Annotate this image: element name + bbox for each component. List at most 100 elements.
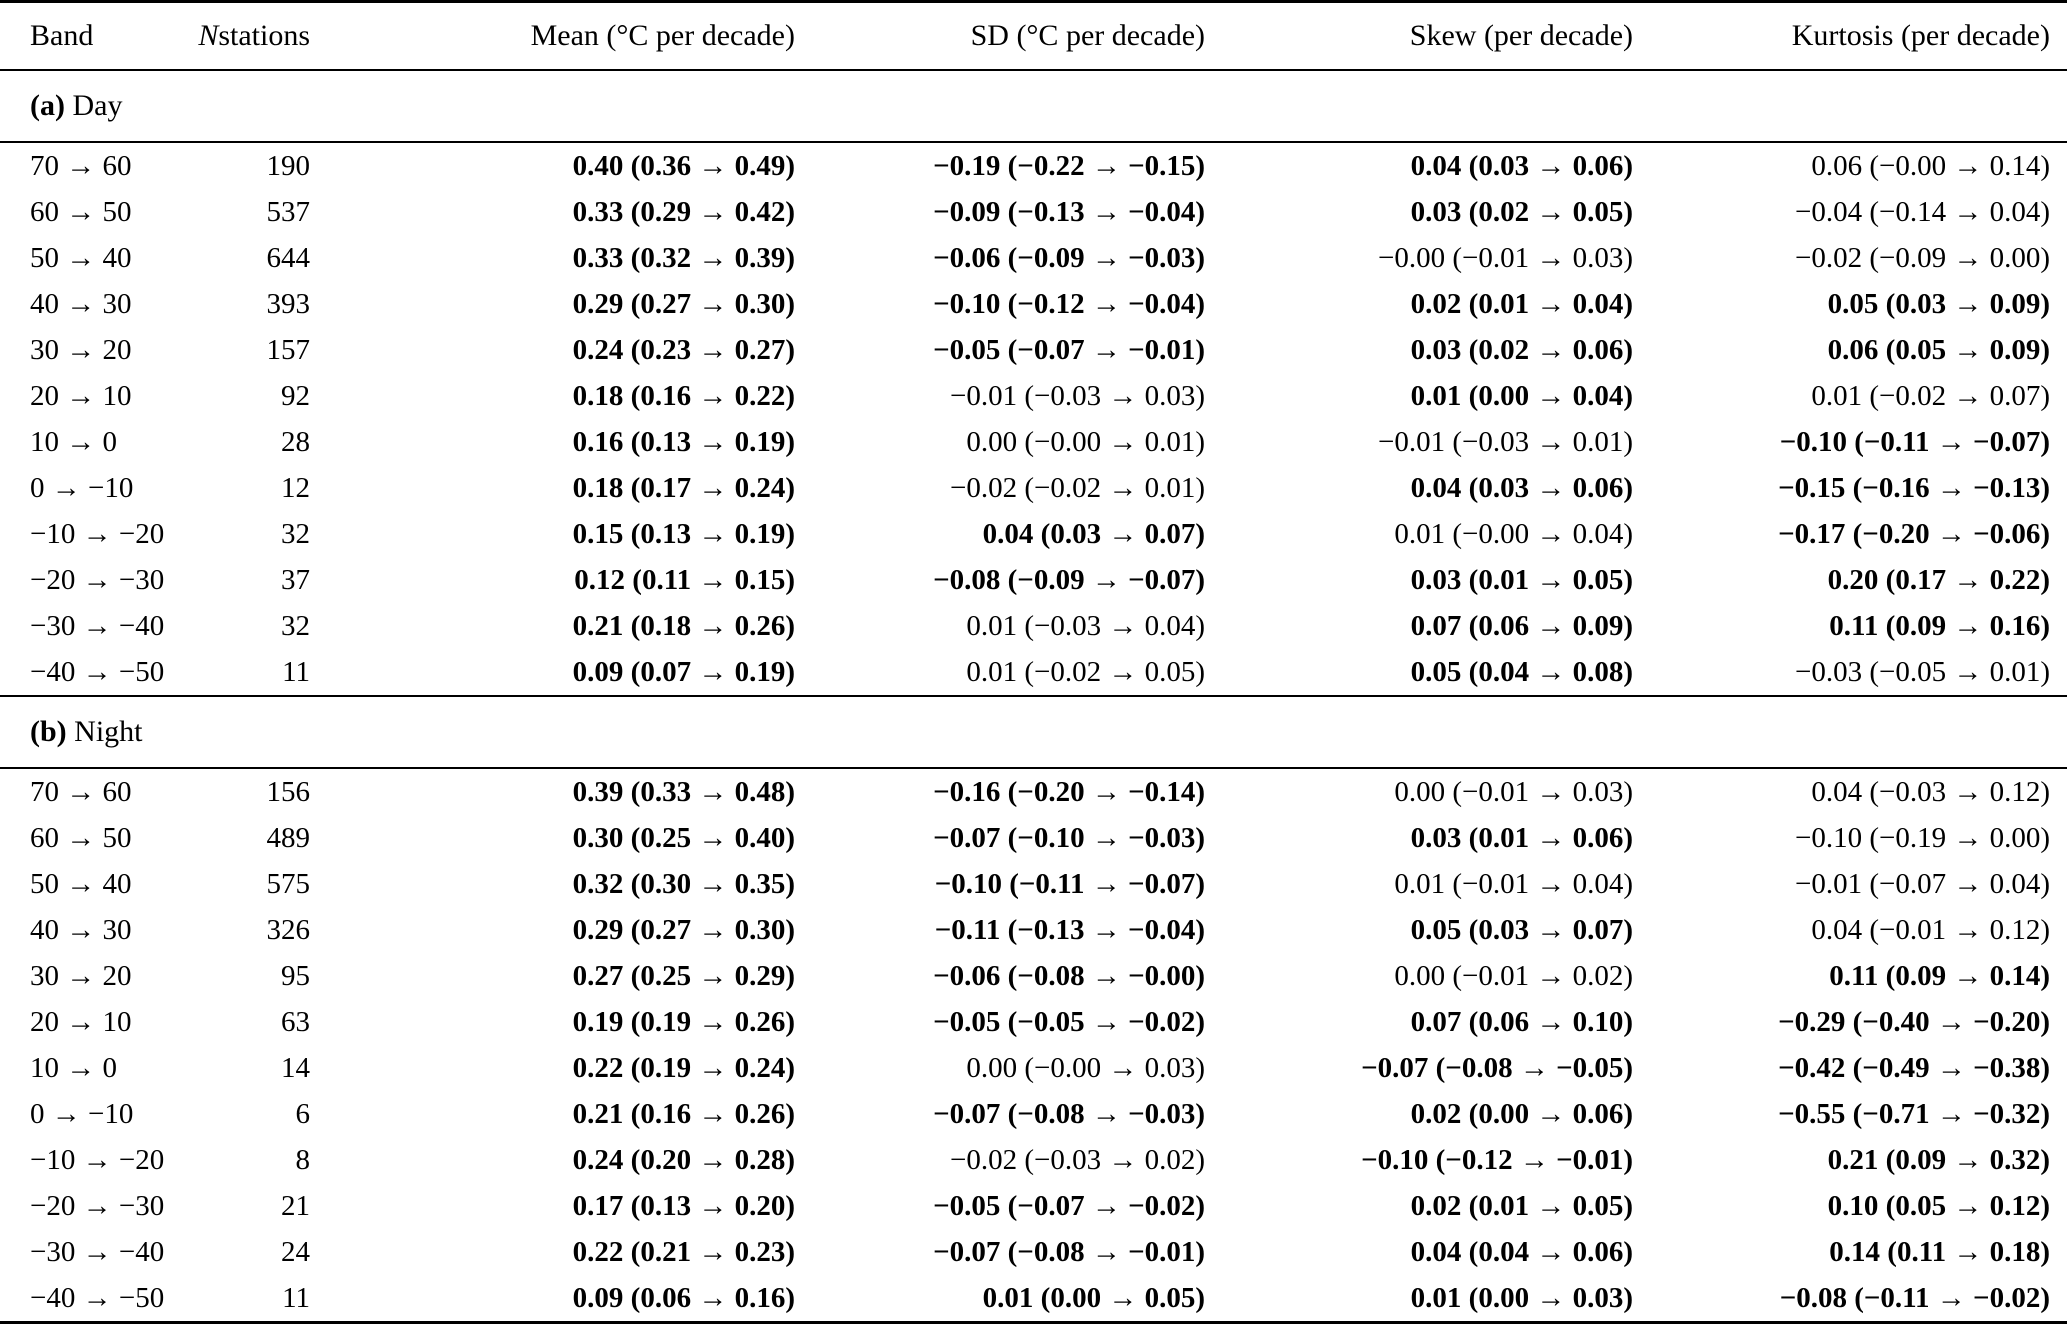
band-cell: −20 → −30	[30, 1189, 165, 1222]
n-stations-cell: 28	[281, 425, 310, 458]
skew-cell: −0.10 (−0.12 → −0.01)	[1361, 1143, 1633, 1176]
band-cell: −40 → −50	[30, 1281, 165, 1314]
skew-cell: 0.03 (0.02 → 0.06)	[1410, 333, 1633, 366]
mean-cell: 0.39 (0.33 → 0.48)	[572, 775, 795, 808]
mean-cell: 0.19 (0.19 → 0.26)	[572, 1005, 795, 1038]
kurtosis-cell: −0.10 (−0.19 → 0.00)	[1794, 821, 2050, 854]
mean-cell: 0.29 (0.27 → 0.30)	[572, 913, 795, 946]
n-stations-cell: 63	[281, 1005, 310, 1038]
sd-cell: −0.16 (−0.20 → −0.14)	[933, 775, 1205, 808]
section-header-night: (b) Night	[0, 697, 2067, 767]
skew-cell: −0.01 (−0.03 → 0.01)	[1377, 425, 1633, 458]
sd-cell: 0.04 (0.03 → 0.07)	[982, 517, 1205, 550]
sd-cell: −0.08 (−0.09 → −0.07)	[933, 563, 1205, 596]
n-stations-cell: 21	[281, 1189, 310, 1222]
sd-cell: −0.07 (−0.08 → −0.03)	[933, 1097, 1205, 1130]
table-row: −40 → −50 11 0.09 (0.06 → 0.16) 0.01 (0.00 …	[0, 1275, 2067, 1321]
sd-cell: −0.11 (−0.13 → −0.04)	[934, 913, 1205, 946]
mean-cell: 0.21 (0.16 → 0.26)	[572, 1097, 795, 1130]
band-cell: 50 → 40	[30, 241, 132, 274]
sd-cell: −0.10 (−0.11 → −0.07)	[934, 867, 1205, 900]
mean-cell: 0.33 (0.32 → 0.39)	[572, 241, 795, 274]
n-stations-cell: 157	[266, 333, 311, 366]
kurtosis-cell: 0.11 (0.09 → 0.16)	[1829, 609, 2050, 642]
sd-cell: −0.06 (−0.08 → −0.00)	[933, 959, 1205, 992]
mean-cell: 0.40 (0.36 → 0.49)	[572, 149, 795, 182]
kurtosis-cell: −0.01 (−0.07 → 0.04)	[1794, 867, 2050, 900]
table-row: 10 → 0 14 0.22 (0.19 → 0.24) 0.00 (−0.00 → …	[0, 1045, 2067, 1091]
column-header-band: Band	[30, 19, 94, 52]
table-row: 50 → 40 575 0.32 (0.30 → 0.35) −0.10 (−0.11…	[0, 861, 2067, 907]
section-b-divider-rule	[0, 767, 2067, 769]
n-stations-cell: 537	[266, 195, 311, 228]
sd-cell: 0.01 (−0.03 → 0.04)	[966, 609, 1205, 642]
mean-cell: 0.09 (0.07 → 0.19)	[572, 655, 795, 688]
sd-cell: −0.19 (−0.22 → −0.15)	[933, 149, 1205, 182]
section-a-divider-rule	[0, 141, 2067, 143]
kurtosis-cell: 0.05 (0.03 → 0.09)	[1827, 287, 2050, 320]
sd-cell: −0.07 (−0.08 → −0.01)	[933, 1235, 1205, 1268]
section-b-label: Night	[74, 715, 143, 748]
skew-cell: 0.05 (0.04 → 0.08)	[1410, 655, 1633, 688]
mean-cell: 0.16 (0.13 → 0.19)	[572, 425, 795, 458]
n-stations-cell: 156	[266, 775, 311, 808]
skew-cell: 0.05 (0.03 → 0.07)	[1410, 913, 1633, 946]
band-cell: −30 → −40	[30, 1235, 165, 1268]
table-bottom-rule	[0, 1321, 2067, 1324]
band-cell: 20 → 10	[30, 379, 132, 412]
band-cell: 0 → −10	[30, 471, 134, 504]
table-row: 30 → 20 95 0.27 (0.25 → 0.29) −0.06 (−0.08 …	[0, 953, 2067, 999]
table-row: 10 → 0 28 0.16 (0.13 → 0.19) 0.00 (−0.00 → …	[0, 419, 2067, 465]
kurtosis-cell: 0.21 (0.09 → 0.32)	[1827, 1143, 2050, 1176]
kurtosis-cell: 0.11 (0.09 → 0.14)	[1829, 959, 2050, 992]
skew-cell: 0.07 (0.06 → 0.09)	[1410, 609, 1633, 642]
skew-cell: 0.04 (0.04 → 0.06)	[1410, 1235, 1633, 1268]
skew-cell: 0.04 (0.03 → 0.06)	[1410, 471, 1633, 504]
skew-cell: 0.00 (−0.01 → 0.03)	[1394, 775, 1633, 808]
n-stations-cell: 326	[266, 913, 311, 946]
band-cell: 10 → 0	[30, 1051, 117, 1084]
band-cell: −10 → −20	[30, 1143, 165, 1176]
kurtosis-cell: 0.04 (−0.01 → 0.12)	[1811, 913, 2050, 946]
table-row: 30 → 20 157 0.24 (0.23 → 0.27) −0.05 (−0.07…	[0, 327, 2067, 373]
mean-cell: 0.17 (0.13 → 0.20)	[572, 1189, 795, 1222]
kurtosis-cell: 0.06 (−0.00 → 0.14)	[1811, 149, 2050, 182]
sd-cell: 0.01 (−0.02 → 0.05)	[966, 655, 1205, 688]
mean-cell: 0.29 (0.27 → 0.30)	[572, 287, 795, 320]
skew-cell: 0.03 (0.01 → 0.06)	[1410, 821, 1633, 854]
n-stations-cell: 12	[281, 471, 310, 504]
n-stations-cell: 8	[295, 1143, 311, 1176]
kurtosis-cell: −0.42 (−0.49 → −0.38)	[1778, 1051, 2050, 1084]
day-rows-body: 70 → 60 190 0.40 (0.36 → 0.49) −0.19 (−0.22…	[0, 143, 2067, 695]
kurtosis-cell: −0.15 (−0.16 → −0.13)	[1778, 471, 2050, 504]
table-header-row: Band N stations Mean (°C per decade) SD …	[0, 3, 2067, 69]
kurtosis-cell: −0.17 (−0.20 → −0.06)	[1778, 517, 2050, 550]
mean-cell: 0.18 (0.17 → 0.24)	[572, 471, 795, 504]
n-stations-cell: 14	[281, 1051, 310, 1084]
sd-cell: 0.01 (0.00 → 0.05)	[982, 1281, 1205, 1314]
skew-cell: −0.00 (−0.01 → 0.03)	[1377, 241, 1633, 274]
n-stations-cell: 95	[281, 959, 310, 992]
band-cell: 40 → 30	[30, 287, 132, 320]
table-top-rule	[0, 0, 2067, 3]
skew-cell: 0.02 (0.00 → 0.06)	[1410, 1097, 1633, 1130]
section-a-prefix: (a)	[30, 89, 65, 122]
sd-cell: 0.00 (−0.00 → 0.01)	[966, 425, 1205, 458]
band-cell: 30 → 20	[30, 959, 132, 992]
skew-cell: 0.03 (0.01 → 0.05)	[1410, 563, 1633, 596]
sd-cell: −0.07 (−0.10 → −0.03)	[933, 821, 1205, 854]
kurtosis-cell: −0.02 (−0.09 → 0.00)	[1794, 241, 2050, 274]
table-row: −40 → −50 11 0.09 (0.07 → 0.19) 0.01 (−0.02…	[0, 649, 2067, 695]
night-rows-body: 70 → 60 156 0.39 (0.33 → 0.48) −0.16 (−0.20…	[0, 769, 2067, 1321]
column-header-mean: Mean (°C per decade)	[530, 19, 795, 52]
n-stations-cell: 393	[266, 287, 311, 320]
skew-cell: 0.07 (0.06 → 0.10)	[1410, 1005, 1633, 1038]
table-row: 40 → 30 393 0.29 (0.27 → 0.30) −0.10 (−0.12…	[0, 281, 2067, 327]
table-row: 0 → −10 6 0.21 (0.16 → 0.26) −0.07 (−0.08 →…	[0, 1091, 2067, 1137]
band-cell: −30 → −40	[30, 609, 165, 642]
sd-cell: −0.05 (−0.05 → −0.02)	[933, 1005, 1205, 1038]
band-cell: 70 → 60	[30, 775, 132, 808]
column-header-sd: SD (°C per decade)	[970, 19, 1205, 52]
skew-cell: 0.00 (−0.01 → 0.02)	[1394, 959, 1633, 992]
